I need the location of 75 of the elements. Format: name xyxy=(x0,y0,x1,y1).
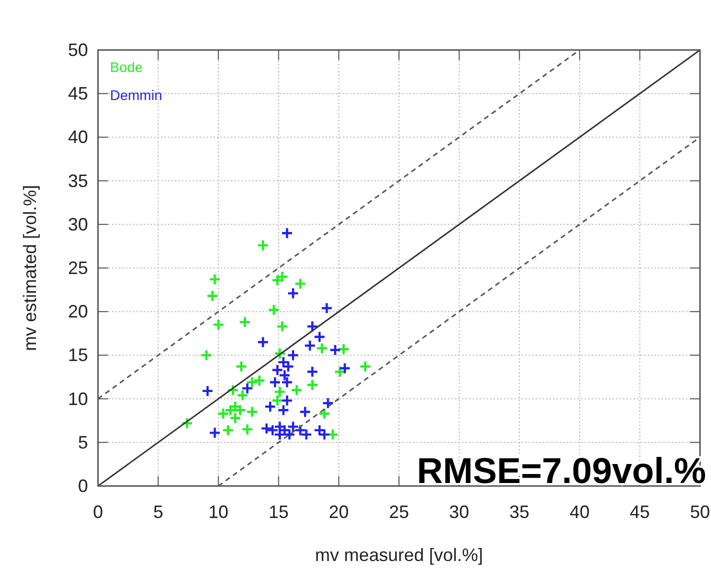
point xyxy=(264,400,276,413)
point xyxy=(280,394,294,407)
point xyxy=(274,347,286,360)
point xyxy=(206,290,218,302)
point xyxy=(253,374,266,387)
x-tick-label: 45 xyxy=(630,502,650,522)
point xyxy=(235,360,248,373)
point xyxy=(359,360,372,373)
point xyxy=(280,227,294,240)
point xyxy=(246,376,258,388)
point xyxy=(238,316,251,328)
text: Demmin xyxy=(110,87,162,103)
y-tick-label: 40 xyxy=(68,127,88,148)
y-tick-label: 50 xyxy=(68,40,88,60)
x-tick-label: 15 xyxy=(268,502,289,522)
y-tick-label: 15 xyxy=(68,345,88,366)
x-tick-label: 0 xyxy=(92,502,104,522)
point xyxy=(276,320,288,333)
point xyxy=(338,342,350,356)
point xyxy=(286,349,300,362)
point xyxy=(268,376,282,388)
point xyxy=(274,386,286,398)
point xyxy=(241,382,254,394)
point xyxy=(338,362,351,374)
point xyxy=(313,330,326,343)
point xyxy=(271,394,284,407)
x-tick-label: 35 xyxy=(509,502,530,522)
point xyxy=(241,423,254,436)
point xyxy=(236,389,249,402)
point xyxy=(298,406,312,418)
x-tick-label: 25 xyxy=(388,502,410,522)
point xyxy=(246,406,258,418)
text: Bode xyxy=(110,59,143,75)
x-axis-title: mv measured [vol.%] xyxy=(314,545,484,565)
point xyxy=(222,424,234,436)
point xyxy=(208,426,221,439)
y-tick-label: 0 xyxy=(78,476,88,496)
point xyxy=(277,404,290,416)
y-tick-label: 10 xyxy=(68,388,88,409)
y-tick-label: 35 xyxy=(68,170,88,191)
point xyxy=(256,239,270,252)
point xyxy=(200,349,212,362)
y-tick-label: 25 xyxy=(68,258,88,278)
x-tick-label: 10 xyxy=(208,502,228,522)
point xyxy=(306,366,318,378)
point xyxy=(316,342,328,354)
x-tick-label: 30 xyxy=(449,502,470,522)
point xyxy=(226,384,239,396)
point xyxy=(304,340,316,352)
point xyxy=(290,384,303,396)
point xyxy=(201,384,214,398)
point xyxy=(306,320,318,333)
point xyxy=(212,318,224,331)
y-tick-label: 45 xyxy=(68,84,88,104)
point xyxy=(318,408,330,420)
point xyxy=(180,417,194,430)
point xyxy=(286,287,300,300)
x-tick-label: 20 xyxy=(328,502,349,522)
point xyxy=(306,378,318,391)
point xyxy=(322,397,334,410)
y-tick-label: 30 xyxy=(68,214,88,234)
point xyxy=(268,304,280,316)
point xyxy=(208,273,221,286)
point xyxy=(217,408,230,420)
y-tick-label: 20 xyxy=(68,302,88,322)
point xyxy=(320,302,333,314)
y-axis-title: mv estimated [vol.%] xyxy=(20,184,40,352)
x-tick-label: 5 xyxy=(153,502,164,522)
point xyxy=(294,278,306,290)
y-tick-label: 5 xyxy=(78,432,88,452)
point xyxy=(326,428,339,441)
x-tick-label: 50 xyxy=(690,502,710,522)
point xyxy=(329,344,342,356)
point xyxy=(256,336,270,348)
x-tick-label: 40 xyxy=(570,502,590,522)
